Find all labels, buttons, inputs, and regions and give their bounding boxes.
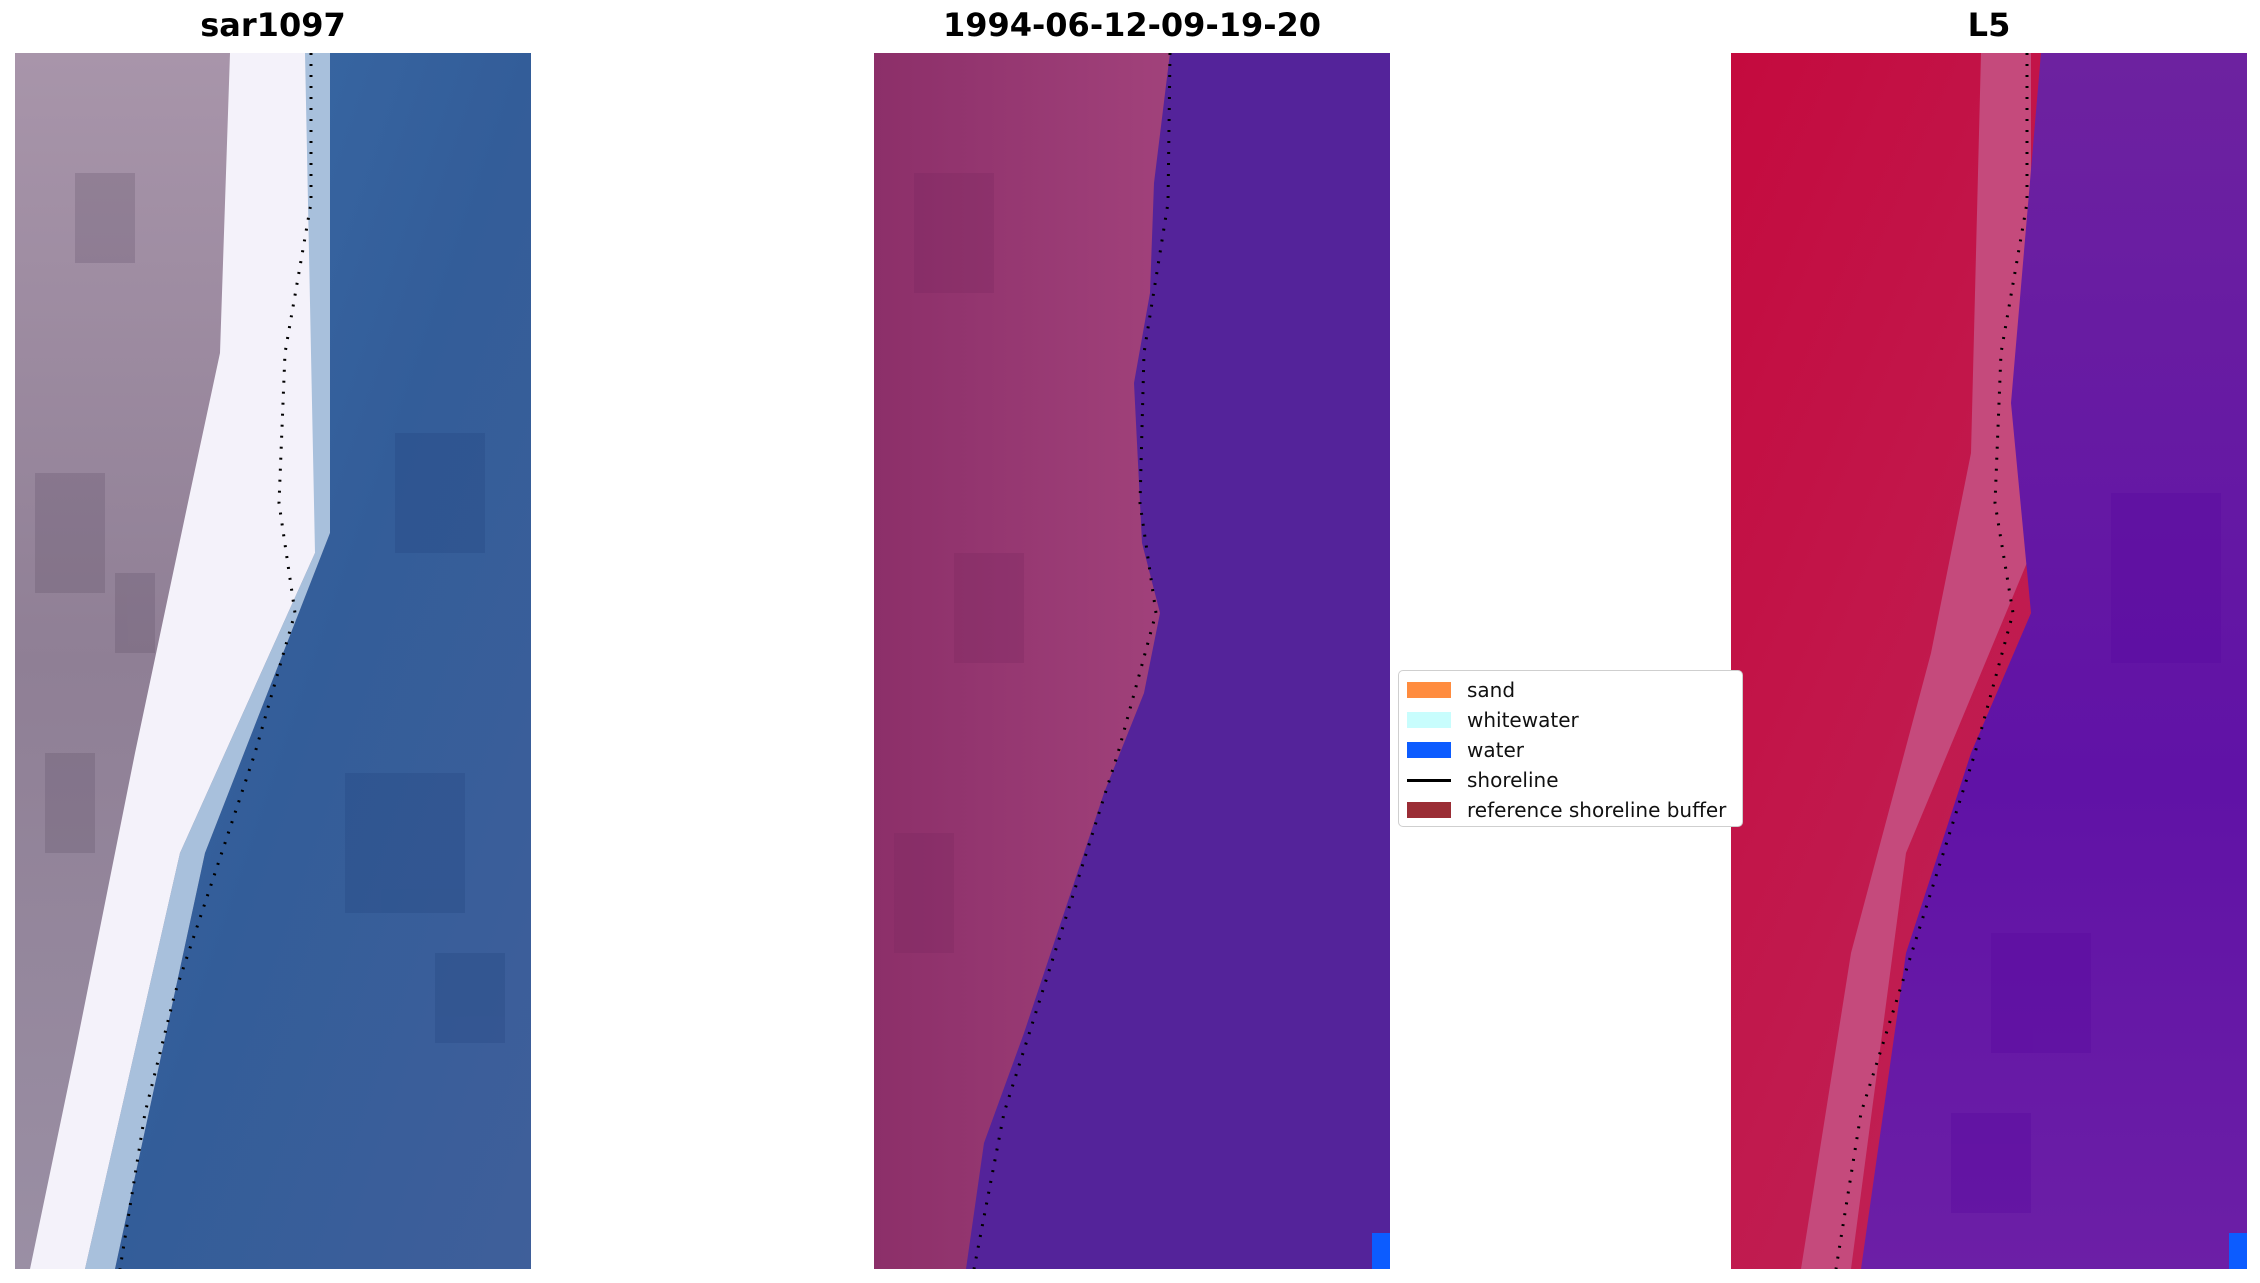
water-swatch [1407,742,1451,758]
water-tag [2229,1233,2247,1269]
legend-label: reference shoreline buffer [1467,798,1727,822]
legend: sand whitewater water shoreline referenc… [1398,670,1743,827]
sea-area [115,53,531,1269]
legend-item-water: water [1407,737,1524,763]
beach-strip [30,53,315,1269]
whitewater-swatch [1407,712,1451,728]
panel-title-index: L5 [1967,6,2011,44]
reference-buffer-swatch [1407,802,1451,818]
legend-item-whitewater: whitewater [1407,707,1579,733]
shoreline [1834,53,2029,1269]
sand-swatch [1407,682,1451,698]
water-tag [1372,1233,1390,1269]
water-class [966,53,1390,1269]
shoreline-line-icon [1407,778,1451,782]
index-image-panel [1731,53,2247,1269]
shoreline [118,53,313,1269]
legend-item-sand: sand [1407,677,1515,703]
legend-label: shoreline [1467,768,1559,792]
legend-item-reference-buffer: reference shoreline buffer [1407,797,1726,823]
rgb-image-panel [15,53,531,1269]
panel-title-rgb: sar1097 [200,6,346,44]
water-area [1861,53,2247,1269]
legend-label: water [1467,738,1524,762]
legend-label: whitewater [1467,708,1579,732]
legend-item-shoreline: shoreline [1407,767,1559,793]
legend-label: sand [1467,678,1516,702]
classified-image-panel [874,53,1390,1269]
panel-title-classified: 1994-06-12-09-19-20 [942,6,1322,44]
